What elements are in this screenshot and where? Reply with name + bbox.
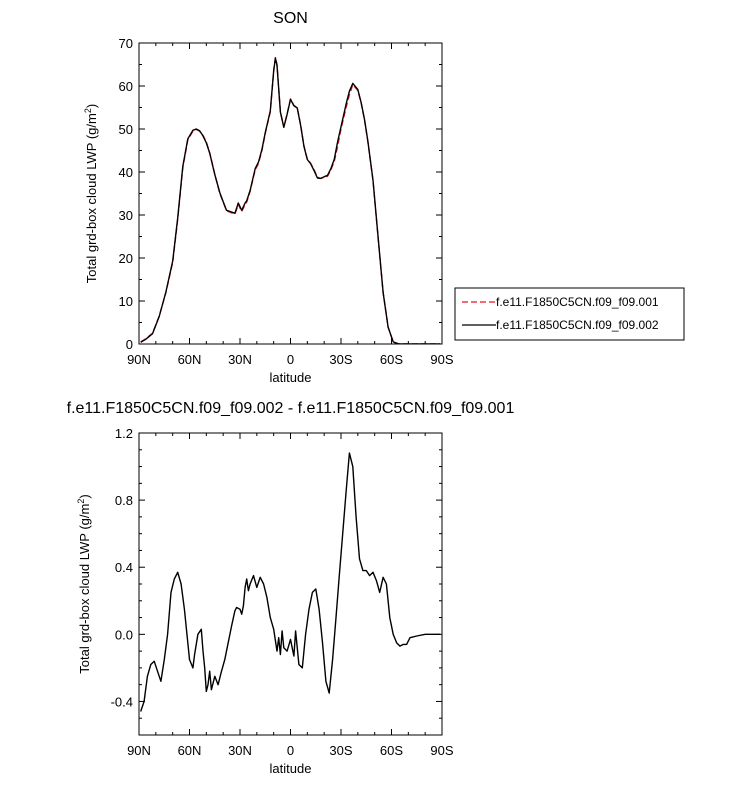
x-tick-label: 30N — [228, 743, 252, 758]
y-tick-label: 20 — [119, 251, 133, 266]
chart-title: f.e11.F1850C5CN.f09_f09.002 - f.e11.F185… — [67, 400, 515, 417]
y-tick-label: 10 — [119, 294, 133, 309]
y-tick-label: 0.0 — [115, 627, 133, 642]
y-tick-label: 70 — [119, 36, 133, 51]
x-tick-label: 30N — [228, 352, 252, 367]
y-tick-label: 50 — [119, 122, 133, 137]
x-tick-label: 30S — [329, 352, 352, 367]
y-axis-title: Total grd-box cloud LWP (g/m2) — [83, 104, 99, 283]
x-tick-label: 60S — [380, 743, 403, 758]
x-tick-label: 90N — [127, 743, 151, 758]
y-axis-title-close: ) — [84, 104, 99, 108]
x-tick-label: 90S — [430, 743, 453, 758]
x-tick-label: 60N — [178, 743, 202, 758]
x-tick-label: 0 — [287, 352, 294, 367]
y-tick-label: 30 — [119, 208, 133, 223]
y-axis-title-sup: 2 — [76, 499, 86, 504]
y-axis-title-text: Total grd-box cloud LWP (g/m — [77, 504, 92, 674]
legend-box — [454, 287, 685, 341]
x-tick-label: 0 — [287, 743, 294, 758]
y-tick-label: 0.8 — [115, 493, 133, 508]
series-line-2 — [140, 57, 441, 344]
x-tick-label: 90S — [430, 352, 453, 367]
y-tick-label: 0 — [126, 337, 133, 352]
x-axis-title: latitude — [270, 761, 312, 776]
y-tick-label: 1.2 — [115, 426, 133, 441]
y-tick-label: 40 — [119, 165, 133, 180]
plot-frame — [138, 432, 443, 736]
chart-title: SON — [273, 10, 308, 27]
x-tick-label: 30S — [329, 743, 352, 758]
y-axis-title-close: ) — [77, 494, 92, 498]
x-axis-title: latitude — [270, 370, 312, 385]
y-tick-label: 60 — [119, 79, 133, 94]
x-tick-label: 90N — [127, 352, 151, 367]
legend-label-series-1: f.e11.F1850C5CN.f09_f09.001 — [496, 295, 659, 309]
series-line-1 — [140, 452, 441, 712]
y-axis-title-sup: 2 — [83, 108, 93, 113]
y-axis-title: Total grd-box cloud LWP (g/m2) — [76, 494, 92, 673]
x-tick-label: 60N — [178, 352, 202, 367]
legend: f.e11.F1850C5CN.f09_f09.001 f.e11.F1850C… — [454, 287, 685, 341]
top-line-chart: SON 90N 60N 30N 0 30S 60S 90S 0 10 20 30 40 50 60 70 lat… — [83, 10, 454, 385]
y-tick-label: 0.4 — [115, 560, 133, 575]
y-axis-title-text: Total grd-box cloud LWP (g/m — [84, 113, 99, 283]
bottom-difference-chart: f.e11.F1850C5CN.f09_f09.002 - f.e11.F185… — [67, 400, 515, 776]
plot-frame — [138, 42, 443, 345]
x-tick-label: 60S — [380, 352, 403, 367]
y-tick-label: -0.4 — [111, 694, 133, 709]
legend-label-series-2: f.e11.F1850C5CN.f09_f09.002 — [496, 318, 659, 332]
